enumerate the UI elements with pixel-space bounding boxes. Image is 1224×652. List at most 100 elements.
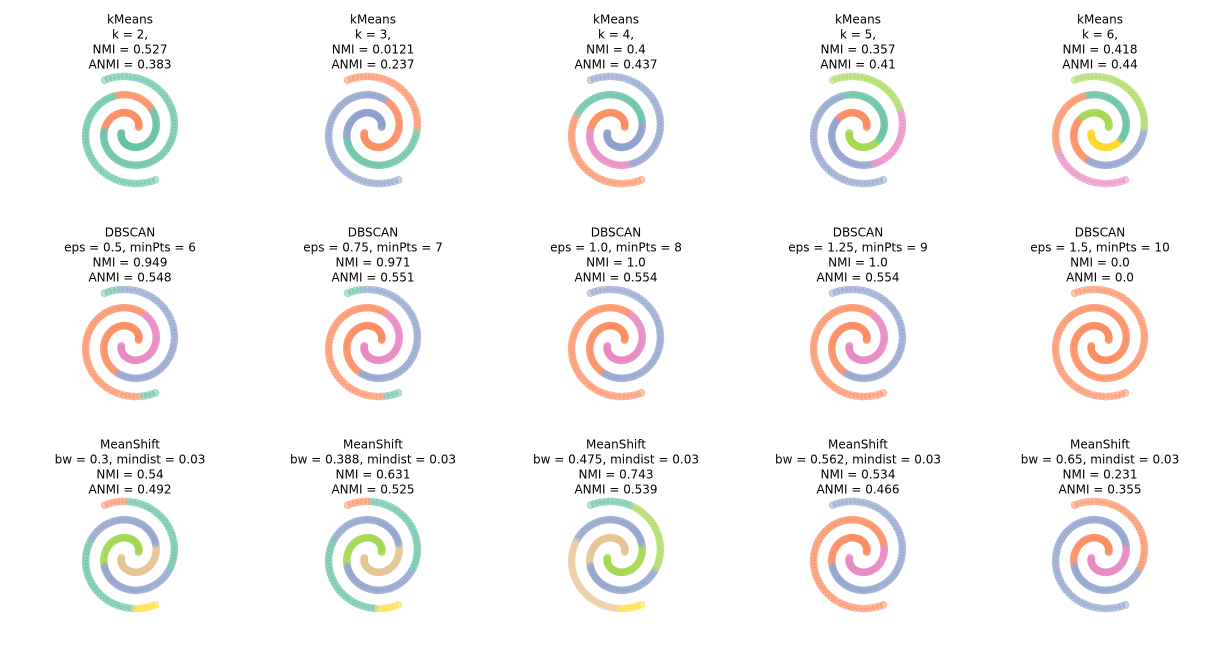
point: [586, 76, 595, 84]
subplot-title-line: ANMI = 0.383: [88, 58, 171, 72]
point: [100, 501, 109, 509]
point: [100, 289, 109, 297]
subplot-title-line: NMI = 0.534: [821, 468, 896, 482]
subplot-title-line: eps = 1.0, minPts = 8: [550, 241, 682, 255]
point: [637, 175, 646, 184]
subplot-title-line: MeanShift: [343, 438, 403, 452]
subplot-title-line: kMeans: [107, 13, 153, 27]
subplot-title-line: DBSCAN: [105, 226, 155, 240]
point: [879, 175, 888, 184]
subplot-title-line: ANMI = 0.554: [816, 271, 899, 285]
subplot-title-line: eps = 1.5, minPts = 10: [1030, 241, 1169, 255]
point: [828, 501, 837, 509]
subplot-title-line: ANMI = 0.551: [331, 271, 414, 285]
point: [879, 388, 888, 397]
subplot-title-line: ANMI = 0.437: [574, 58, 657, 72]
subplot-title-line: eps = 0.75, minPts = 7: [303, 241, 442, 255]
point: [586, 501, 595, 509]
subplot-title-line: kMeans: [835, 13, 881, 27]
subplot-title-line: MeanShift: [1070, 438, 1130, 452]
subplot-title-line: k = 5,: [840, 28, 876, 42]
point: [394, 601, 403, 609]
subplot-title-line: eps = 0.5, minPts = 6: [64, 241, 196, 255]
point: [828, 289, 837, 297]
subplot-title-line: NMI = 0.949: [93, 256, 168, 270]
point: [100, 76, 109, 84]
subplot-title-line: ANMI = 0.355: [1058, 483, 1141, 497]
subplot-title-line: kMeans: [1077, 13, 1123, 27]
point: [1121, 601, 1130, 609]
subplot-title-line: bw = 0.475, mindist = 0.03: [533, 453, 699, 467]
subplot-title-line: NMI = 0.0121: [332, 43, 415, 57]
subplot-title-line: ANMI = 0.539: [574, 483, 657, 497]
subplot-title-line: ANMI = 0.548: [88, 271, 171, 285]
point: [343, 289, 352, 297]
point: [151, 388, 160, 397]
subplot-title-line: bw = 0.3, mindist = 0.03: [55, 453, 206, 467]
subplot-title-line: bw = 0.388, mindist = 0.03: [290, 453, 456, 467]
subplot-title-line: k = 6,: [1082, 28, 1118, 42]
subplot-title-line: ANMI = 0.466: [816, 483, 899, 497]
subplot-title-line: DBSCAN: [591, 226, 641, 240]
subplot-title-line: k = 2,: [112, 28, 148, 42]
subplot-title-line: MeanShift: [586, 438, 646, 452]
subplot-title-line: bw = 0.65, mindist = 0.03: [1021, 453, 1179, 467]
subplot-title-line: kMeans: [350, 13, 396, 27]
subplot-title-line: NMI = 0.743: [579, 468, 654, 482]
subplot-title-line: DBSCAN: [833, 226, 883, 240]
point: [1070, 501, 1079, 509]
point: [151, 175, 160, 184]
subplot-title-line: MeanShift: [100, 438, 160, 452]
point: [394, 388, 403, 397]
point: [637, 601, 646, 609]
subplot-title-line: NMI = 0.4: [586, 43, 646, 57]
subplot-title-line: ANMI = 0.0: [1066, 271, 1134, 285]
subplot-title-line: NMI = 0.0: [1070, 256, 1130, 270]
subplot-title-line: NMI = 0.418: [1063, 43, 1138, 57]
subplot-title-line: NMI = 0.971: [336, 256, 411, 270]
point: [1070, 76, 1079, 84]
subplot-title-line: ANMI = 0.554: [574, 271, 657, 285]
subplot-title-line: NMI = 1.0: [586, 256, 646, 270]
point: [1121, 175, 1130, 184]
subplot-title-line: k = 3,: [355, 28, 391, 42]
subplot-title-line: NMI = 0.527: [93, 43, 168, 57]
point: [1070, 289, 1079, 297]
subplot-title-line: MeanShift: [828, 438, 888, 452]
subplot-title-line: NMI = 0.54: [96, 468, 163, 482]
subplot-title-line: DBSCAN: [1075, 226, 1125, 240]
subplot-title-line: kMeans: [593, 13, 639, 27]
point: [828, 76, 837, 84]
point: [637, 388, 646, 397]
subplot-title-line: NMI = 0.231: [1063, 468, 1138, 482]
subplot-title-line: NMI = 0.631: [336, 468, 411, 482]
subplot-title-line: ANMI = 0.525: [331, 483, 414, 497]
subplot-title-line: eps = 1.25, minPts = 9: [788, 241, 927, 255]
subplot-title-line: NMI = 1.0: [828, 256, 888, 270]
point: [1121, 388, 1130, 397]
subplot-title-line: bw = 0.562, mindist = 0.03: [775, 453, 941, 467]
point: [394, 175, 403, 184]
subplot-title-line: ANMI = 0.492: [88, 483, 171, 497]
point: [343, 501, 352, 509]
point: [586, 289, 595, 297]
point: [343, 76, 352, 84]
point: [151, 601, 160, 609]
subplot-title-line: k = 4,: [598, 28, 634, 42]
